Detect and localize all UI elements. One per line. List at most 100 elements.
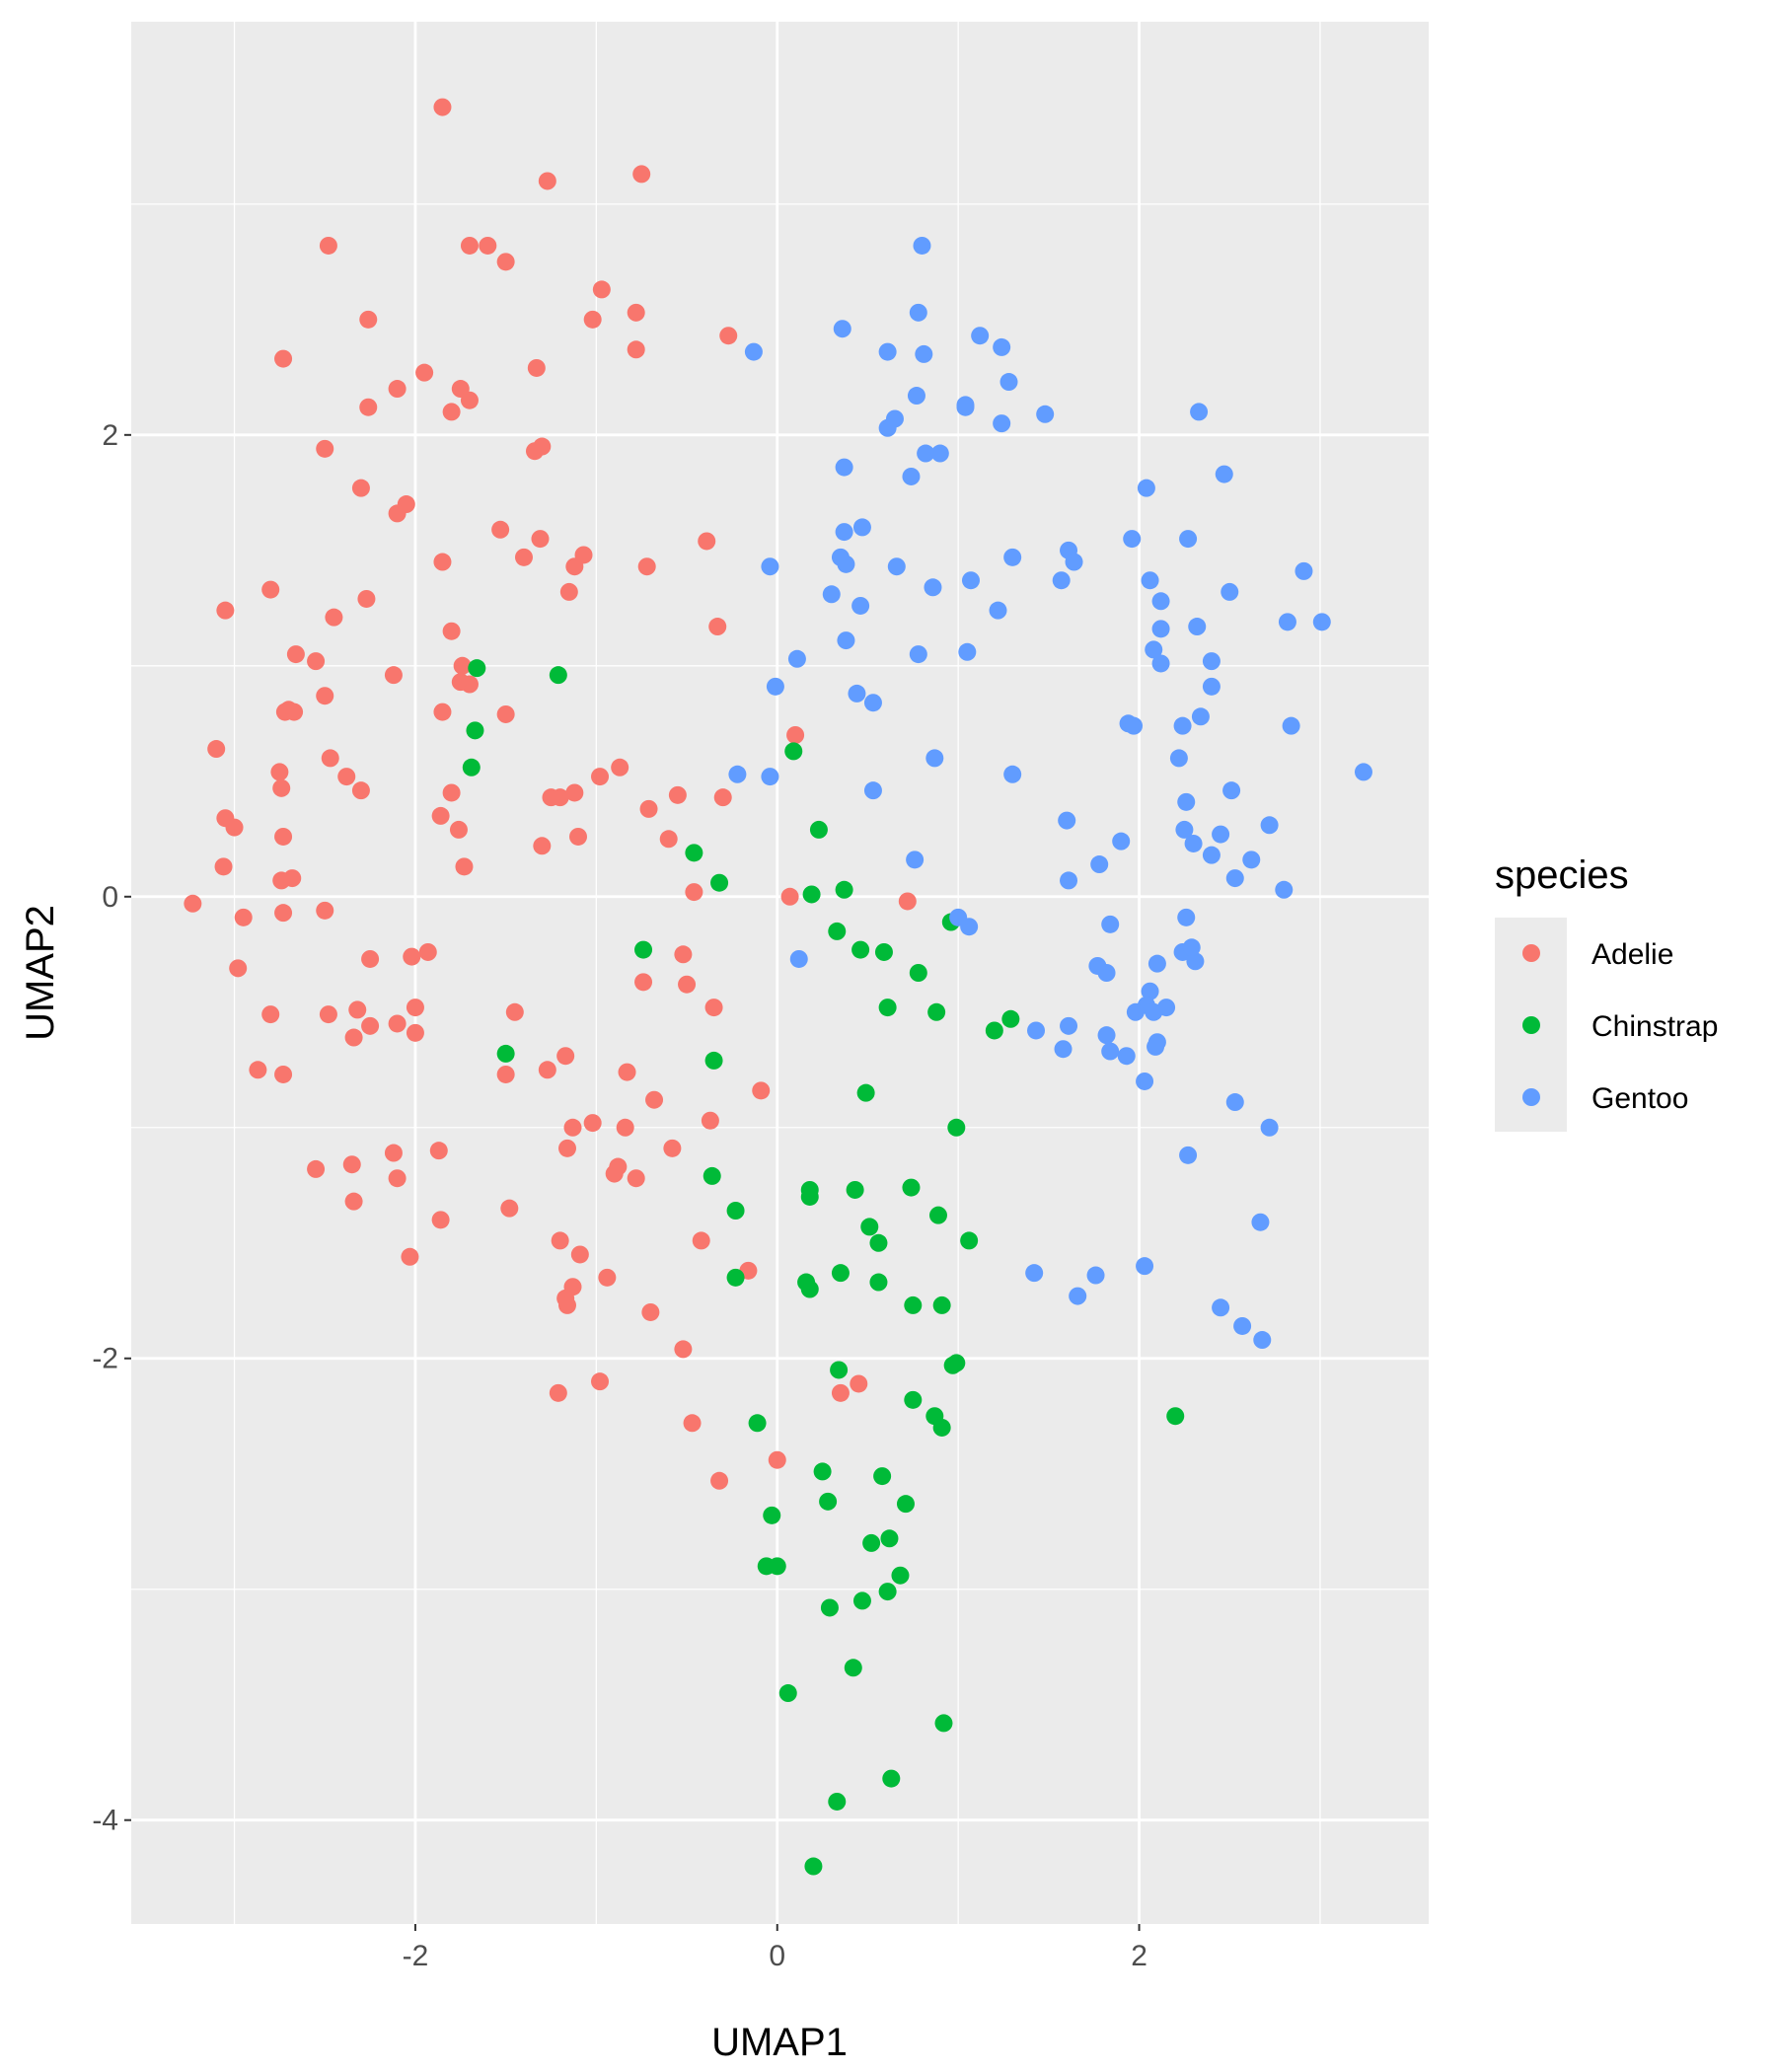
data-point-adelie [388,1169,407,1188]
data-point-gentoo [1175,820,1194,839]
data-point-gentoo [851,596,870,615]
data-point-adelie [418,942,437,961]
data-point-adelie [637,557,656,576]
data-point-adelie [496,253,515,271]
data-point-gentoo [1253,1331,1272,1350]
data-point-gentoo [1137,479,1155,497]
data-point-gentoo [930,444,949,463]
data-point-gentoo [835,458,853,477]
data-point-chinstrap [852,1591,871,1610]
data-point-gentoo [789,949,808,968]
data-point-gentoo [744,342,763,361]
data-point-adelie [663,1139,682,1157]
data-point-adelie [704,999,723,1017]
data-point-adelie [319,1005,337,1024]
data-point-chinstrap [891,1566,910,1585]
series-gentoo [728,236,1372,1350]
data-point-adelie [525,442,544,461]
x-axis-title: UMAP1 [711,2021,848,2064]
data-point-gentoo [833,320,851,338]
data-point-adelie [406,999,424,1017]
data-point-gentoo [1097,964,1116,982]
x-tick-label: 0 [769,1940,785,1972]
data-point-chinstrap [634,940,653,959]
data-point-chinstrap [927,1002,946,1021]
data-point-gentoo [1060,871,1078,890]
data-point-adelie [453,656,472,675]
data-point-adelie [627,1169,645,1188]
data-point-gentoo [1225,1093,1244,1112]
y-tick-label: 2 [102,419,118,452]
data-point-gentoo [1260,1118,1279,1137]
data-point-adelie [442,783,461,802]
data-point-adelie [538,1061,556,1079]
data-point-chinstrap [800,1280,819,1298]
data-point-gentoo [1354,763,1372,781]
data-point-gentoo [1126,1002,1145,1021]
data-point-adelie [533,837,552,855]
data-point-chinstrap [943,1356,962,1374]
legend-label-gentoo: Gentoo [1591,1082,1688,1115]
legend-key-adelie [1522,944,1540,962]
data-point-adelie [505,1002,524,1021]
data-point-adelie [632,165,651,184]
data-point-adelie [361,1016,380,1035]
data-points [184,98,1372,1876]
data-point-chinstrap [784,742,803,761]
data-point-adelie [558,1139,577,1157]
data-point-gentoo [1141,982,1159,1000]
data-point-adelie [351,479,370,497]
data-point-chinstrap [856,1083,875,1102]
data-point-gentoo [909,303,927,322]
data-point-chinstrap [860,1218,879,1236]
data-point-gentoo [1027,1021,1046,1040]
data-point-adelie [429,1142,448,1160]
data-point-gentoo [1182,938,1201,957]
data-point-gentoo [1260,816,1279,835]
y-tick-label: 0 [102,881,118,914]
data-point-adelie [433,98,452,116]
data-point-gentoo [1282,716,1300,735]
data-point-gentoo [1212,825,1230,844]
data-point-adelie [698,532,716,551]
data-point-adelie [559,582,578,601]
data-point-chinstrap [802,885,821,904]
data-point-adelie [431,806,450,825]
data-point-chinstrap [904,1390,923,1409]
data-point-adelie [342,1155,361,1174]
data-point-chinstrap [873,1467,892,1486]
data-point-chinstrap [909,964,927,982]
data-point-adelie [307,1159,326,1178]
data-point-gentoo [887,557,906,576]
data-point-adelie [527,358,546,377]
data-point-adelie [634,973,653,992]
data-point-chinstrap [960,1231,979,1250]
y-tick-label: -4 [92,1805,118,1837]
data-point-adelie [234,908,253,926]
legend-label-chinstrap: Chinstrap [1591,1010,1718,1043]
data-point-adelie [406,1023,424,1042]
data-point-chinstrap [985,1021,1003,1040]
data-point-adelie [514,548,533,566]
data-point-adelie [641,1302,660,1321]
data-point-chinstrap [685,844,703,862]
data-point-gentoo [1069,1287,1087,1305]
data-point-gentoo [958,642,977,661]
data-point-gentoo [1036,405,1055,423]
data-point-chinstrap [874,942,893,961]
data-point-adelie [261,580,280,599]
data-point-gentoo [956,398,975,416]
data-point-chinstrap [878,999,897,1017]
data-point-adelie [692,1231,710,1250]
data-point-gentoo [878,342,897,361]
legend-label-adelie: Adelie [1591,938,1673,971]
data-point-adelie [708,618,727,636]
data-point-gentoo [1295,561,1313,580]
data-point-adelie [433,703,452,721]
data-point-adelie [321,749,339,768]
data-point-adelie [542,788,560,807]
data-point-adelie [384,666,403,685]
data-point-gentoo [878,418,897,437]
data-point-chinstrap [809,820,828,839]
